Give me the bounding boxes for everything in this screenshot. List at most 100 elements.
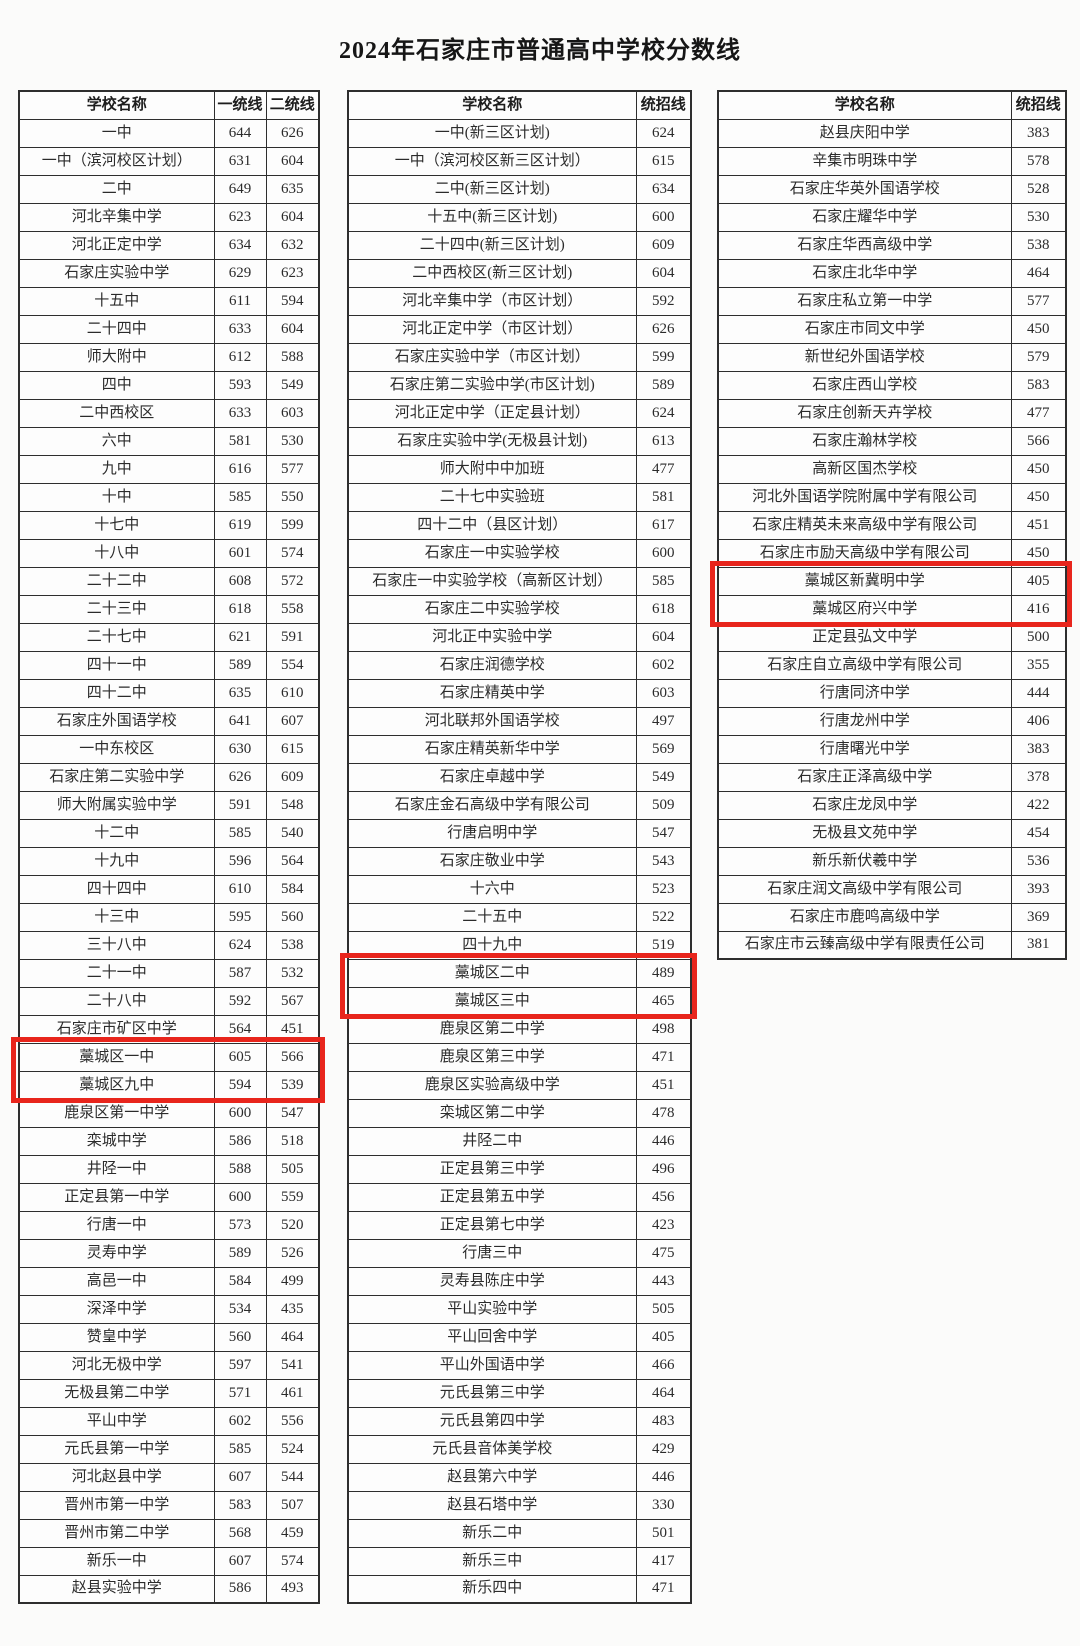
table-row: 正定县第七中学 423	[347, 1210, 692, 1240]
school-name-cell: 六中	[18, 426, 215, 456]
score-cell: 600	[635, 202, 692, 232]
table-row: 行唐曙光中学 383	[717, 734, 1067, 764]
score-cell: 406	[1010, 706, 1067, 736]
score-cell: 498	[635, 1014, 692, 1044]
table-row: 石家庄华英外国语学校 528	[717, 174, 1067, 204]
score-cell: 577	[1010, 286, 1067, 316]
school-name-cell: 河北正定中学（市区计划）	[347, 314, 637, 344]
school-name-cell: 正定县第五中学	[347, 1182, 637, 1212]
score-cell: 456	[635, 1182, 692, 1212]
school-name-cell: 新乐四中	[347, 1574, 637, 1604]
school-name-cell: 二中西校区(新三区计划)	[347, 258, 637, 288]
school-name-cell: 石家庄精英未来高级中学有限公司	[717, 510, 1012, 540]
score-cell: 538	[265, 930, 320, 960]
score-cell: 611	[213, 286, 267, 316]
score-cell: 588	[265, 342, 320, 372]
score-cell: 599	[635, 342, 692, 372]
school-name-cell: 鹿泉区实验高级中学	[347, 1070, 637, 1100]
school-name-cell: 四十二中（县区计划）	[347, 510, 637, 540]
score-cell: 471	[635, 1042, 692, 1072]
school-name-cell: 石家庄敬业中学	[347, 846, 637, 876]
table-row: 二中(新三区计划) 634	[347, 174, 692, 204]
school-name-cell: 石家庄润德学校	[347, 650, 637, 680]
table-row: 元氏县第四中学 483	[347, 1406, 692, 1436]
school-name-cell: 藁城区三中	[347, 986, 637, 1016]
school-name-cell: 石家庄第二实验中学(市区计划)	[347, 370, 637, 400]
score-cell: 584	[265, 874, 320, 904]
school-name-cell: 四十一中	[18, 650, 215, 680]
table-row: 石家庄精英未来高级中学有限公司 451	[717, 510, 1067, 540]
score-cell: 635	[265, 174, 320, 204]
table-row: 无极县文苑中学 454	[717, 818, 1067, 848]
school-name-cell: 平山回舍中学	[347, 1322, 637, 1352]
table-row: 十六中 523	[347, 874, 692, 904]
score-cell: 586	[213, 1574, 267, 1604]
score-cell: 416	[1010, 594, 1067, 624]
score-cell: 604	[265, 202, 320, 232]
score-cell: 577	[265, 454, 320, 484]
table-row: 藁城区新冀明中学 405	[717, 566, 1067, 596]
school-name-cell: 石家庄瀚林学校	[717, 426, 1012, 456]
score-cell: 634	[213, 230, 267, 260]
school-name-cell: 石家庄西山学校	[717, 370, 1012, 400]
score-cell: 478	[635, 1098, 692, 1128]
table-row: 正定县弘文中学 500	[717, 622, 1067, 652]
school-name-cell: 平山实验中学	[347, 1294, 637, 1324]
score-cell: 583	[213, 1490, 267, 1520]
table-row: 二十三中 618 558	[18, 594, 320, 624]
column-header: 统招线	[635, 90, 692, 120]
school-name-cell: 赵县石塔中学	[347, 1490, 637, 1520]
column-header: 学校名称	[717, 90, 1012, 120]
table-row: 师大附中 612 588	[18, 342, 320, 372]
score-cell: 477	[635, 454, 692, 484]
score-cell: 613	[635, 426, 692, 456]
school-name-cell: 十中	[18, 482, 215, 512]
score-cell: 633	[213, 314, 267, 344]
school-name-cell: 师大附中中加班	[347, 454, 637, 484]
table-row: 藁城区九中 594 539	[18, 1070, 320, 1100]
school-name-cell: 二十七中	[18, 622, 215, 652]
school-name-cell: 十七中	[18, 510, 215, 540]
table-row: 二中西校区 633 603	[18, 398, 320, 428]
page-title: 2024年石家庄市普通高中学校分数线	[339, 38, 741, 64]
score-cell: 549	[265, 370, 320, 400]
school-name-cell: 石家庄市同文中学	[717, 314, 1012, 344]
table-row: 新世纪外国语学校 579	[717, 342, 1067, 372]
table-row: 石家庄华西高级中学 538	[717, 230, 1067, 260]
table-row: 行唐龙州中学 406	[717, 706, 1067, 736]
table-header-row: 学校名称 统招线	[717, 90, 1067, 120]
school-name-cell: 鹿泉区第三中学	[347, 1042, 637, 1072]
table-row: 石家庄精英中学 603	[347, 678, 692, 708]
score-cell: 383	[1010, 118, 1067, 148]
table-row: 二中西校区(新三区计划) 604	[347, 258, 692, 288]
table-row: 灵寿县陈庄中学 443	[347, 1266, 692, 1296]
score-cell: 471	[635, 1574, 692, 1604]
school-name-cell: 二中(新三区计划)	[347, 174, 637, 204]
table-row: 石家庄一中实验学校（高新区计划） 585	[347, 566, 692, 596]
score-cell: 599	[265, 510, 320, 540]
table-row: 四十一中 589 554	[18, 650, 320, 680]
score-cell: 539	[265, 1070, 320, 1100]
table-row: 藁城区二中 489	[347, 958, 692, 988]
score-cell: 429	[635, 1434, 692, 1464]
score-cell: 597	[213, 1350, 267, 1380]
score-cell: 604	[265, 146, 320, 176]
column-header: 二统线	[265, 90, 320, 120]
score-cell: 477	[1010, 398, 1067, 428]
score-cell: 587	[213, 958, 267, 988]
table-row: 栾城中学 586 518	[18, 1126, 320, 1156]
school-name-cell: 石家庄一中实验学校（高新区计划）	[347, 566, 637, 596]
table-row: 赵县庆阳中学 383	[717, 118, 1067, 148]
table-row: 四十二中 635 610	[18, 678, 320, 708]
school-name-cell: 河北无极中学	[18, 1350, 215, 1380]
table-row: 河北无极中学 597 541	[18, 1350, 320, 1380]
table-row: 元氏县第一中学 585 524	[18, 1434, 320, 1464]
table-row: 石家庄市云臻高级中学有限责任公司 381	[717, 930, 1067, 960]
table-row: 一中 644 626	[18, 118, 320, 148]
school-name-cell: 井陉一中	[18, 1154, 215, 1184]
school-name-cell: 十六中	[347, 874, 637, 904]
score-cell: 623	[213, 202, 267, 232]
school-name-cell: 一中（滨河校区计划）	[18, 146, 215, 176]
score-cell: 422	[1010, 790, 1067, 820]
table-row: 石家庄精英新华中学 569	[347, 734, 692, 764]
